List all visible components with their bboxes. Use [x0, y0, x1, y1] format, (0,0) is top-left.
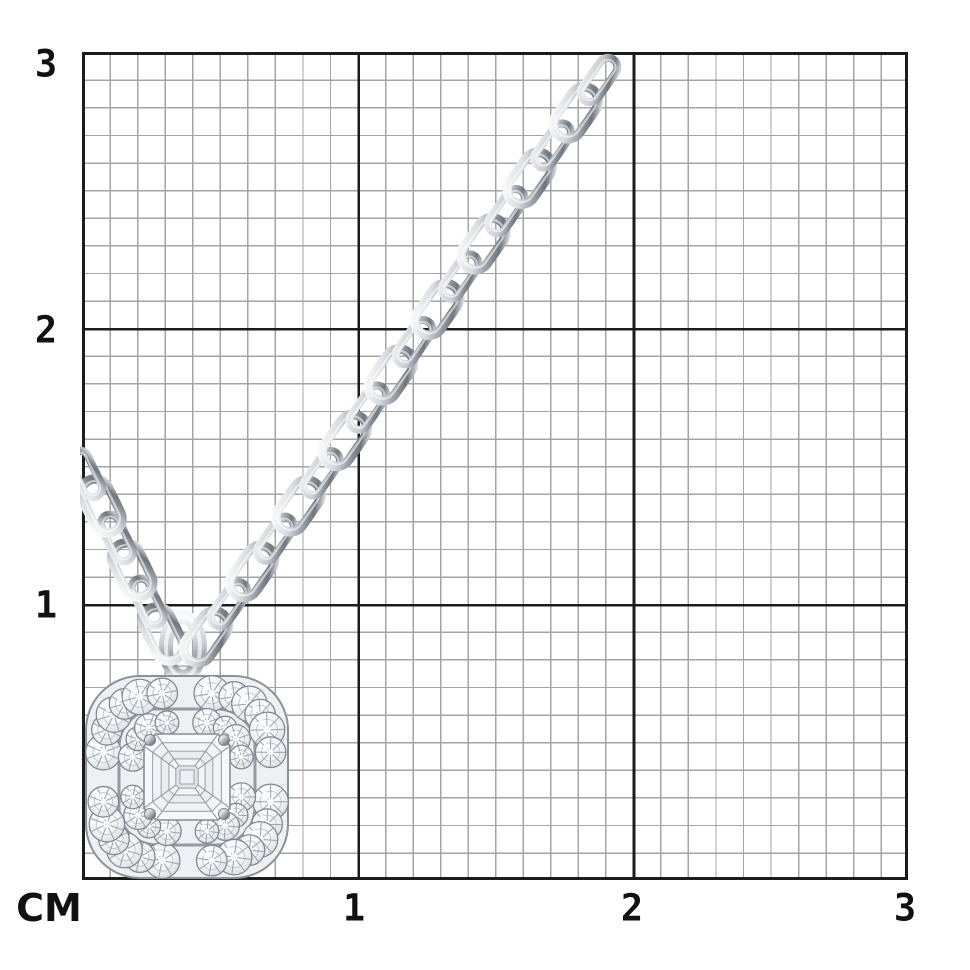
y-tick-2cm: 2 — [34, 308, 58, 352]
chain-link — [391, 315, 437, 369]
halo-stone — [195, 844, 228, 877]
halo-stone — [194, 818, 220, 844]
chain-link — [437, 250, 483, 303]
chain-link — [345, 381, 391, 434]
chain-link — [206, 578, 252, 631]
chain-link — [317, 409, 373, 472]
chain-link — [484, 184, 529, 238]
chain-link — [502, 147, 557, 209]
halo-stone — [154, 710, 180, 736]
chain-link — [409, 278, 465, 341]
chain-link — [127, 574, 168, 630]
x-tick-1cm: 1 — [342, 886, 366, 930]
center-asscher-stone — [143, 733, 231, 821]
halo-stone — [146, 677, 179, 710]
prong — [144, 808, 156, 820]
chain-link — [271, 475, 326, 537]
unit-label: СМ — [16, 886, 82, 930]
y-tick-3cm: 3 — [34, 42, 58, 86]
chain-link — [80, 446, 107, 502]
x-tick-2cm: 2 — [620, 886, 644, 930]
chain-link — [106, 538, 158, 602]
chain-left-strand — [80, 446, 189, 666]
pendant-double-halo — [85, 675, 289, 879]
y-tick-1cm: 1 — [34, 583, 58, 627]
halo-stone — [87, 785, 120, 818]
chain-link — [137, 602, 189, 666]
chain-link — [80, 474, 127, 538]
chain-right-strand — [178, 53, 622, 668]
chain-link — [548, 82, 604, 144]
prong — [218, 808, 230, 820]
prong — [144, 734, 156, 746]
chain-link — [96, 510, 138, 566]
chain-link — [252, 512, 298, 565]
halo-stone — [228, 744, 254, 770]
chain-link — [456, 213, 511, 275]
chain-link — [530, 119, 576, 172]
chain-link — [224, 540, 280, 603]
chain-link — [299, 447, 345, 500]
chain-link — [363, 344, 419, 406]
halo-stone — [120, 784, 146, 810]
prong — [218, 734, 230, 746]
chain-link — [178, 606, 234, 668]
x-tick-3cm: 3 — [893, 886, 917, 930]
chain-link — [576, 53, 622, 107]
